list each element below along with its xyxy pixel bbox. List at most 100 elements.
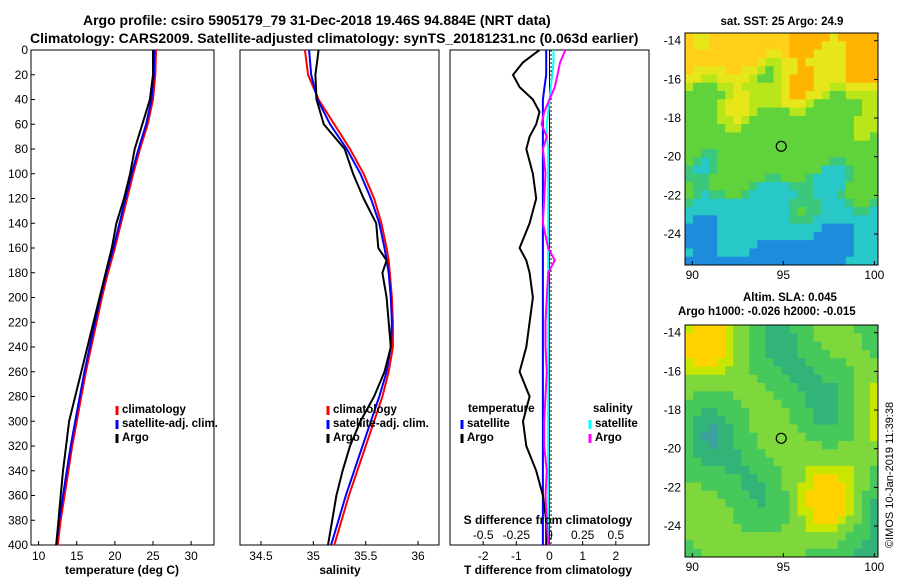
sla-cell: [749, 465, 758, 475]
depth-tick-label: 380: [8, 513, 28, 527]
sla-cell: [853, 333, 863, 342]
sla-cell: [869, 490, 879, 500]
sst-cell: [845, 165, 855, 175]
sla-cell: [773, 457, 782, 467]
sst-cell: [869, 165, 879, 175]
sla-cell: [693, 474, 702, 483]
sla-cell: [813, 540, 823, 550]
sst-cell: [813, 157, 823, 166]
sst-cell: [797, 66, 807, 75]
sst-cell: [717, 190, 726, 200]
sst-cell: [725, 124, 734, 133]
sst-cell: [749, 115, 758, 125]
sst-cell: [821, 215, 831, 224]
sst-cell: [749, 149, 758, 158]
sla-cell: [717, 532, 726, 541]
sla-cell: [701, 383, 710, 392]
sst-cell: [741, 173, 750, 183]
sla-cell: [733, 523, 742, 533]
sst-cell: [837, 198, 847, 208]
sst-cell: [725, 198, 734, 208]
sst-cell: [781, 240, 790, 249]
sla-cell: [733, 465, 742, 475]
sst-cell: [741, 115, 750, 125]
sla-cell: [741, 540, 750, 550]
sla-cell: [869, 523, 879, 533]
sla-cell: [717, 449, 726, 458]
sst-cell: [789, 223, 798, 233]
sst-cell: [797, 149, 807, 158]
sla-cell: [789, 399, 798, 409]
sla-cell: [709, 358, 718, 367]
sla-cell: [701, 424, 710, 434]
sla-cell: [853, 407, 863, 417]
sla-cell: [853, 457, 863, 467]
sla-cell: [781, 424, 790, 434]
sla-cell: [813, 515, 823, 525]
sla-cell: [741, 532, 750, 541]
sla-cell: [733, 532, 742, 541]
sla-cell: [749, 457, 758, 467]
sla-cell: [685, 532, 694, 541]
sst-cell: [837, 149, 847, 158]
sst-cell: [685, 215, 694, 224]
sst-cell: [717, 33, 726, 42]
sst-cell: [685, 190, 694, 200]
sst-cell: [725, 165, 734, 175]
sla-cell: [861, 366, 871, 376]
sst-cell: [821, 107, 831, 117]
sst-cell: [837, 82, 847, 92]
sst-cell: [733, 165, 742, 175]
sst-cell: [757, 231, 766, 241]
sla-cell: [765, 449, 774, 458]
sst-cell: [845, 132, 855, 142]
sla-cell: [789, 482, 798, 492]
sst-cell: [813, 190, 823, 200]
sst-cell: [781, 41, 790, 50]
sst-cell: [693, 256, 702, 266]
sst-cell: [757, 124, 766, 133]
sla-cell: [861, 416, 871, 425]
sla-cell: [853, 482, 863, 492]
sst-cell: [773, 41, 782, 50]
sla-cell: [805, 358, 815, 367]
legend-salinity-heading: salinity: [593, 403, 633, 415]
sst-cell: [693, 157, 702, 166]
sla-cell: [853, 449, 863, 458]
sst-cell: [693, 223, 702, 233]
sla-cell: [685, 349, 694, 359]
sla-cell: [805, 407, 815, 417]
sla-cell: [869, 391, 879, 400]
sst-cell: [853, 182, 863, 191]
sla-cell: [853, 515, 863, 525]
sst-cell: [709, 173, 718, 183]
sla-cell: [709, 325, 718, 334]
sst-cell: [709, 33, 718, 42]
sla-cell: [717, 416, 726, 425]
sst-cell: [749, 91, 758, 100]
sla-cell: [693, 391, 702, 400]
sst-cell: [845, 66, 855, 75]
sst-cell: [741, 33, 750, 42]
sst-cell: [845, 157, 855, 166]
sla-cell: [869, 540, 879, 550]
sst-cell: [725, 215, 734, 224]
sst-cell: [685, 74, 694, 84]
sla-cell: [773, 424, 782, 434]
sla-cell: [765, 532, 774, 541]
sla-cell: [725, 432, 734, 442]
sst-cell: [797, 231, 807, 241]
sst-cell: [869, 190, 879, 200]
sst-cell: [741, 182, 750, 191]
sst-cell: [725, 223, 734, 233]
sla-cell: [749, 407, 758, 417]
sla-cell: [845, 490, 855, 500]
sla-cell: [741, 523, 750, 533]
sst-cell: [789, 33, 798, 42]
sla-cell: [693, 532, 702, 541]
sla-cell: [789, 499, 798, 508]
sst-cell: [829, 198, 839, 208]
sla-cell: [837, 548, 847, 558]
salinity-line-satellite-adj-clim-: [308, 49, 393, 546]
sla-cell: [821, 507, 831, 516]
